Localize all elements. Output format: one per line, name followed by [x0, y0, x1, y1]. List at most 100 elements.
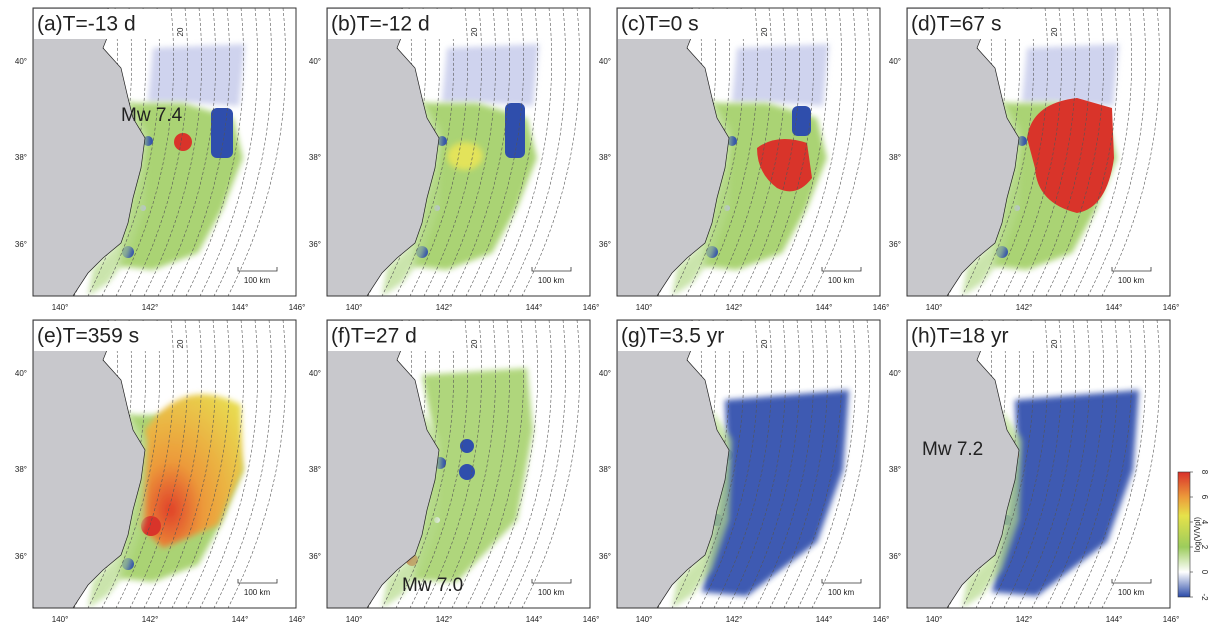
map-panel: 8060402040°38°36°140°142°144°146°100 km(…	[15, 8, 305, 312]
lat-tick-label: 38°	[15, 465, 27, 474]
panel-title: (c)T=0 s	[621, 13, 699, 36]
contour-label: 20	[1050, 27, 1059, 36]
map-area	[18, 8, 296, 296]
lat-tick-label: 38°	[309, 153, 321, 162]
lon-tick-label: 144°	[816, 303, 833, 312]
map-panel: 8060402040°38°36°140°142°144°146°100 km(…	[889, 8, 1179, 312]
panel-title: (f)T=27 d	[331, 325, 417, 348]
contour-label: 20	[176, 27, 185, 36]
lon-tick-label: 142°	[1016, 615, 1033, 624]
magnitude-label: Mw 7.2	[922, 439, 983, 460]
panel-title: (e)T=359 s	[37, 325, 139, 348]
lon-tick-label: 142°	[436, 615, 453, 624]
lon-tick-label: 140°	[346, 615, 363, 624]
panel-title: (b)T=-12 d	[331, 13, 430, 36]
map-panel: 8060402040°38°36°140°142°144°146°100 km(…	[599, 320, 889, 624]
lon-tick-label: 146°	[873, 303, 890, 312]
lon-tick-label: 144°	[1106, 303, 1123, 312]
lon-tick-label: 142°	[726, 615, 743, 624]
lon-tick-label: 144°	[526, 615, 543, 624]
lon-tick-label: 140°	[636, 615, 653, 624]
magnitude-label: Mw 7.4	[121, 105, 183, 126]
map-panel: 8060402040°38°36°140°142°144°146°100 km(…	[309, 320, 599, 624]
colorbar-tick-label: 0	[1200, 570, 1209, 575]
lat-tick-label: 40°	[889, 57, 901, 66]
map-area	[892, 320, 1170, 608]
scale-bar-label: 100 km	[828, 588, 855, 597]
colorbar	[1178, 472, 1190, 597]
lon-tick-label: 140°	[346, 303, 363, 312]
lon-tick-label: 142°	[436, 303, 453, 312]
lon-tick-label: 146°	[1163, 615, 1180, 624]
lat-tick-label: 40°	[309, 369, 321, 378]
lon-tick-label: 140°	[52, 303, 69, 312]
lat-tick-label: 36°	[309, 240, 321, 249]
map-area	[312, 8, 590, 296]
map-panel: 8060402040°38°36°140°142°144°146°100 km(…	[309, 8, 599, 312]
slip-rate-patch	[505, 103, 525, 158]
lat-tick-label: 36°	[15, 240, 27, 249]
scale-bar-label: 100 km	[1118, 588, 1145, 597]
lat-tick-label: 36°	[15, 552, 27, 561]
lon-tick-label: 140°	[52, 615, 69, 624]
lon-tick-label: 146°	[289, 303, 306, 312]
map-panel: 8060402040°38°36°140°142°144°146°100 km(…	[15, 320, 305, 624]
map-area	[602, 320, 880, 608]
magnitude-label: Mw 7.0	[402, 575, 463, 596]
lon-tick-label: 144°	[1106, 615, 1123, 624]
panel-title: (h)T=18 yr	[911, 325, 1008, 348]
map-area	[312, 320, 590, 608]
lat-tick-label: 38°	[309, 465, 321, 474]
slip-rate-patch	[447, 142, 483, 170]
lat-tick-label: 40°	[309, 57, 321, 66]
map-area	[892, 8, 1170, 296]
colorbar-label: log(V/Vpl)	[1193, 517, 1202, 552]
lat-tick-label: 38°	[599, 153, 611, 162]
map-panel: 8060402040°38°36°140°142°144°146°100 km(…	[889, 320, 1179, 624]
scale-bar-label: 100 km	[828, 276, 855, 285]
lat-tick-label: 40°	[15, 369, 27, 378]
scale-bar-label: 100 km	[244, 276, 271, 285]
lat-tick-label: 40°	[15, 57, 27, 66]
lat-tick-label: 38°	[15, 153, 27, 162]
lat-tick-label: 36°	[599, 552, 611, 561]
lon-tick-label: 142°	[142, 615, 159, 624]
slip-rate-patch	[442, 44, 539, 106]
slip-rate-patch	[211, 108, 233, 158]
lon-tick-label: 144°	[232, 303, 249, 312]
lon-tick-label: 144°	[232, 615, 249, 624]
lon-tick-label: 142°	[142, 303, 159, 312]
scale-bar-label: 100 km	[1118, 276, 1145, 285]
scale-bar-label: 100 km	[538, 276, 565, 285]
figure: 8060402040°38°36°140°142°144°146°100 km(…	[0, 0, 1222, 627]
lat-tick-label: 36°	[889, 552, 901, 561]
scale-bar-label: 100 km	[538, 588, 565, 597]
contour-label: 20	[760, 27, 769, 36]
lon-tick-label: 140°	[926, 303, 943, 312]
slip-rate-patch	[148, 44, 245, 106]
panel-title: (d)T=67 s	[911, 13, 1001, 36]
lat-tick-label: 36°	[889, 240, 901, 249]
lat-tick-label: 38°	[889, 465, 901, 474]
panel-title: (g)T=3.5 yr	[621, 325, 724, 348]
lon-tick-label: 140°	[636, 303, 653, 312]
contour-label: 20	[470, 27, 479, 36]
contour-label: 20	[176, 339, 185, 348]
slip-rate-patch	[732, 44, 829, 106]
colorbar-tick-label: 8	[1200, 470, 1209, 475]
lat-tick-label: 40°	[889, 369, 901, 378]
lat-tick-label: 38°	[889, 153, 901, 162]
scale-bar-label: 100 km	[244, 588, 271, 597]
contour-label: 20	[1050, 339, 1059, 348]
lon-tick-label: 142°	[726, 303, 743, 312]
lon-tick-label: 146°	[583, 303, 600, 312]
slip-rate-patch	[174, 133, 192, 151]
lon-tick-label: 144°	[526, 303, 543, 312]
lon-tick-label: 146°	[583, 615, 600, 624]
map-area	[18, 320, 296, 608]
lon-tick-label: 142°	[1016, 303, 1033, 312]
lat-tick-label: 38°	[599, 465, 611, 474]
lon-tick-label: 146°	[289, 615, 306, 624]
contour-label: 20	[470, 339, 479, 348]
lat-tick-label: 40°	[599, 57, 611, 66]
